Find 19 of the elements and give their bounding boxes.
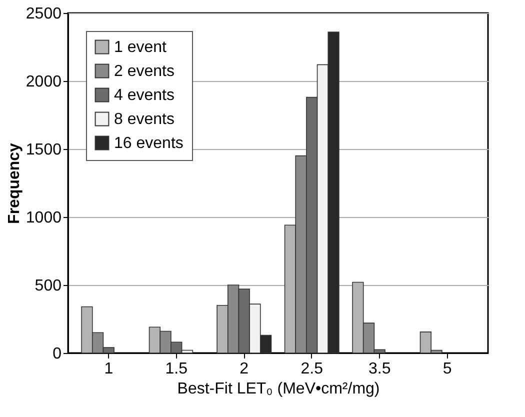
x-tick-label: 3.5 (368, 360, 391, 378)
x-tick-label: 2 (240, 360, 249, 378)
y-axis-title: Frequency (6, 142, 23, 224)
legend-label: 16 events (114, 135, 184, 152)
legend-label: 4 events (114, 87, 174, 104)
x-tick-label: 5 (442, 360, 452, 378)
y-tick-label: 2500 (26, 6, 62, 22)
y-tick-label: 2000 (26, 74, 62, 90)
legend-label: 1 event (114, 39, 168, 56)
legend-label: 8 events (114, 111, 174, 128)
x-tick-label: 1 (104, 360, 114, 378)
y-tick-label: 1000 (26, 210, 62, 226)
legend-label: 2 events (114, 63, 174, 80)
y-tick-label: 1500 (26, 142, 62, 158)
x-tick-label: 2.5 (300, 360, 324, 378)
x-axis-title: Best-Fit LET₀ (MeV•cm²/mg) (177, 380, 380, 398)
x-tick-label: 1.5 (165, 360, 188, 378)
y-tick-label: 0 (52, 346, 62, 362)
y-tick-label: 500 (34, 278, 62, 294)
